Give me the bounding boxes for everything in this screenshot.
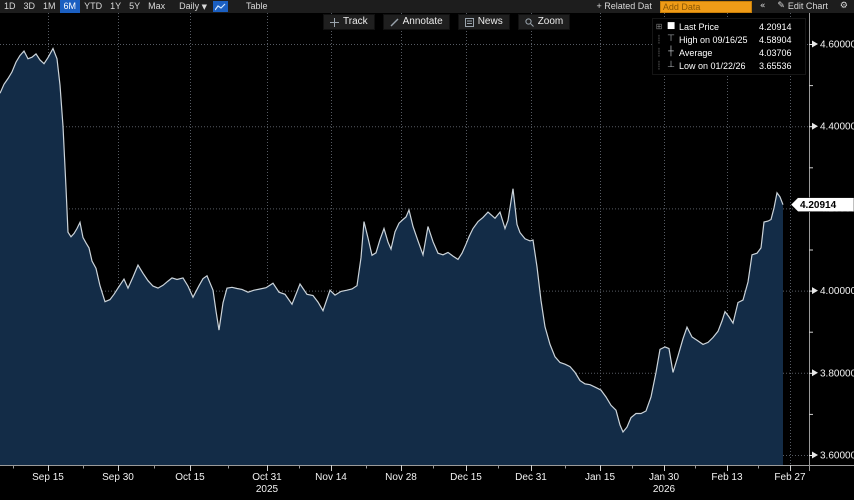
tree-expander-icon[interactable]: ⊞	[655, 22, 663, 31]
series-swatch-icon: ■	[666, 21, 676, 31]
magnifier-icon	[525, 17, 534, 27]
svg-text:Oct 15: Oct 15	[175, 472, 205, 483]
svg-text:Dec 15: Dec 15	[450, 472, 482, 483]
legend-label: Average	[679, 47, 713, 58]
average-marker-icon: ┼	[668, 47, 674, 57]
annotate-button[interactable]: Annotate	[382, 14, 450, 30]
legend-value: 4.03706	[759, 47, 792, 58]
legend-label: High on 09/16/25	[679, 34, 748, 45]
svg-text:Feb 27: Feb 27	[774, 472, 806, 483]
track-label: Track	[343, 16, 368, 27]
high-marker-icon: ⊤	[667, 34, 675, 44]
chart-type-button[interactable]	[213, 1, 229, 12]
svg-text:Jan 15: Jan 15	[585, 472, 615, 483]
frequency-dropdown[interactable]: Daily ▼	[175, 0, 211, 13]
svg-text:4.20914: 4.20914	[800, 200, 837, 211]
add-data-input[interactable]	[659, 0, 752, 13]
gridlines	[0, 13, 809, 465]
range-button-6m-selected[interactable]: 6M	[59, 0, 81, 13]
legend-row-last-price[interactable]: ⊞ ■ Last Price 4.20914	[655, 20, 803, 33]
edit-chart-label: Edit Chart	[787, 1, 828, 11]
series-legend[interactable]: ⊞ ■ Last Price 4.20914 ┊ ⊤ High on 09/16…	[652, 18, 806, 75]
legend-label: Low on 01/22/26	[679, 60, 746, 71]
svg-text:Sep 30: Sep 30	[102, 472, 134, 483]
track-button[interactable]: Track	[323, 14, 375, 30]
legend-row-average[interactable]: ┊ ┼ Average 4.03706	[655, 46, 803, 59]
legend-value: 4.58904	[759, 34, 792, 45]
legend-value: 4.20914	[759, 21, 792, 32]
svg-text:4.00000: 4.00000	[820, 286, 854, 297]
svg-text:Nov 14: Nov 14	[315, 472, 347, 483]
range-button-3d[interactable]: 3D	[23, 1, 36, 11]
svg-text:4.40000: 4.40000	[820, 122, 854, 133]
news-button[interactable]: News	[457, 14, 510, 30]
collapse-panel-button[interactable]: «	[759, 1, 766, 11]
range-button-ytd[interactable]: YTD	[84, 1, 103, 11]
tree-connector-icon: ┊	[656, 35, 662, 44]
chevron-down-icon: ▼	[201, 3, 208, 11]
svg-text:2025: 2025	[256, 484, 279, 495]
legend-row-low[interactable]: ┊ ⊥ Low on 01/22/26 3.65536	[655, 59, 803, 72]
table-button[interactable]: Table	[246, 1, 268, 11]
range-button-1d[interactable]: 1D	[4, 1, 16, 11]
edit-chart-button[interactable]: ✎ Edit Chart	[773, 0, 832, 13]
range-button-max[interactable]: Max	[148, 1, 166, 11]
svg-text:3.60000: 3.60000	[820, 451, 854, 462]
svg-text:3.80000: 3.80000	[820, 368, 854, 379]
news-icon	[464, 17, 474, 27]
tree-connector-icon: ┊	[656, 48, 662, 57]
zoom-button[interactable]: Zoom	[517, 14, 571, 30]
low-marker-icon: ⊥	[667, 60, 675, 70]
last-price-flag: 4.20914	[790, 197, 854, 212]
svg-text:Sep 15: Sep 15	[32, 472, 64, 483]
frequency-label: Daily	[179, 1, 200, 11]
svg-text:Feb 13: Feb 13	[711, 472, 743, 483]
svg-text:Jan 30: Jan 30	[649, 472, 679, 483]
line-chart-icon	[215, 3, 226, 10]
legend-label: Last Price	[679, 21, 720, 32]
related-data-button[interactable]: + Related Dat	[596, 1, 652, 11]
track-crosshair-icon	[330, 17, 339, 27]
chart-tools-row: Track Annotate News Zoom	[323, 14, 571, 30]
svg-text:2026: 2026	[653, 484, 676, 495]
pencil-icon: ✎	[777, 1, 785, 11]
range-button-1m[interactable]: 1M	[43, 1, 56, 11]
annotate-pencil-icon	[390, 18, 399, 26]
tree-connector-icon: ┊	[656, 61, 662, 70]
range-button-1y[interactable]: 1Y	[110, 1, 122, 11]
zoom-label: Zoom	[537, 16, 564, 27]
news-label: News	[477, 16, 503, 27]
chart-toolbar: 1D 3D 1M 6M YTD 1Y 5Y Max Daily ▼ Table …	[0, 0, 854, 13]
annotate-label: Annotate	[402, 16, 443, 27]
legend-value: 3.65536	[759, 60, 792, 71]
svg-text:Nov 28: Nov 28	[385, 472, 417, 483]
legend-row-high[interactable]: ┊ ⊤ High on 09/16/25 4.58904	[655, 33, 803, 46]
svg-text:Dec 31: Dec 31	[515, 472, 547, 483]
settings-gear-button[interactable]: ⚙	[839, 1, 848, 11]
range-button-5y[interactable]: 5Y	[129, 1, 141, 11]
svg-text:4.60000: 4.60000	[820, 40, 854, 51]
area-series	[0, 47, 784, 465]
svg-text:Oct 31: Oct 31	[252, 472, 282, 483]
